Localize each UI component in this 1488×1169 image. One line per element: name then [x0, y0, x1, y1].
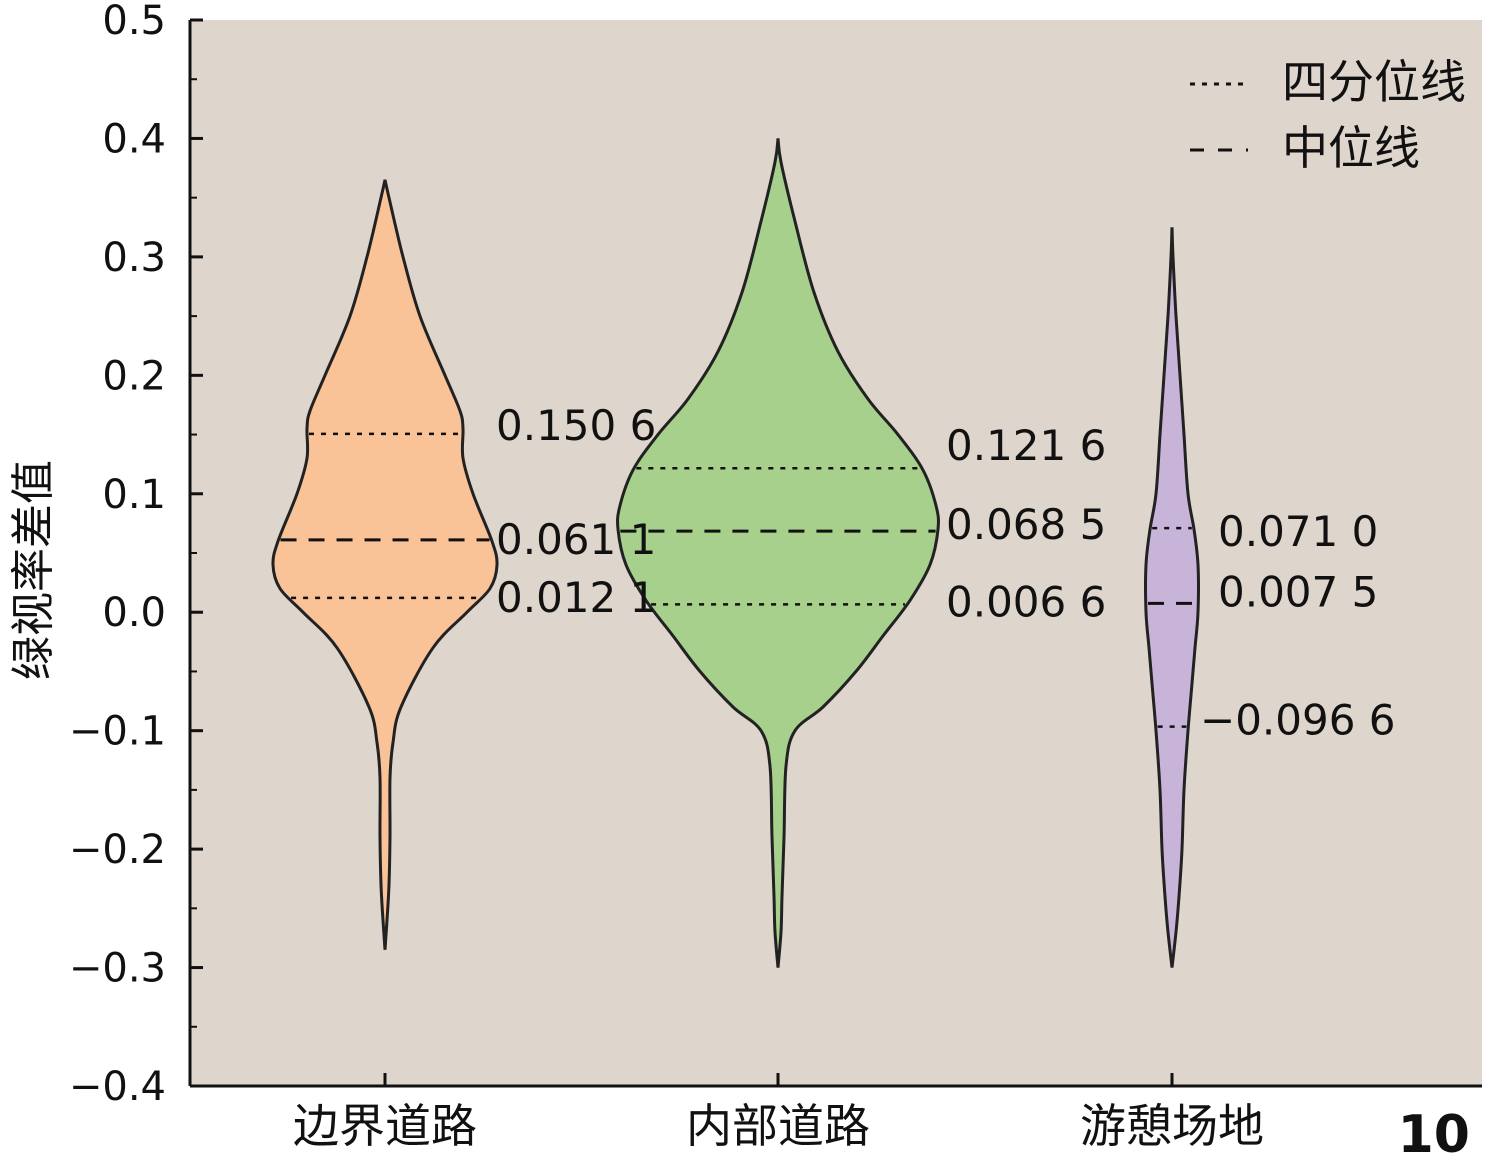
- annotation-q1: 0.006 6: [946, 577, 1106, 626]
- figure-number: 10: [1398, 1105, 1470, 1165]
- legend-quartile-label: 四分位线: [1282, 55, 1466, 109]
- annotation-q1: −0.096 6: [1200, 696, 1396, 745]
- violin-body: [1144, 227, 1200, 968]
- axes: 0.5 0.4 0.3 0.2 0.1 0.0 −0.1 −0.2 −0.3 −0.4 边界道路 内部…: [69, 0, 1482, 1153]
- violin-body: [271, 179, 499, 950]
- y-axis-label: 绿视率差值: [8, 460, 59, 680]
- annotation-median: 0.007 5: [1218, 567, 1378, 616]
- violins: [271, 138, 1200, 968]
- x-tick-label: 游憩场地: [1080, 1099, 1264, 1153]
- violin-body: [616, 138, 940, 968]
- annotation-q3: 0.121 6: [946, 421, 1106, 470]
- annotation-q3: 0.150 6: [496, 401, 656, 450]
- x-tick-label: 内部道路: [686, 1099, 870, 1153]
- annotation-q3: 0.071 0: [1218, 507, 1378, 556]
- annotation-median: 0.061 1: [496, 515, 656, 564]
- y-tick-label: 0.5: [102, 0, 166, 44]
- x-tick-label: 边界道路: [293, 1099, 477, 1153]
- legend-median-label: 中位线: [1282, 121, 1420, 175]
- y-tick-label: −0.2: [69, 827, 166, 873]
- y-tick-label: 0.0: [102, 590, 166, 636]
- y-tick-label: −0.1: [69, 709, 166, 755]
- annotations: 0.150 6 0.061 1 0.012 1 0.121 6 0.068 5 0.006…: [496, 401, 1396, 745]
- y-tick-label: 0.3: [102, 235, 166, 281]
- y-tick-label: 0.2: [102, 353, 166, 399]
- y-tick-label: −0.3: [69, 946, 166, 992]
- y-tick-label: 0.4: [102, 116, 166, 162]
- y-tick-label: 0.1: [102, 472, 166, 518]
- annotation-median: 0.068 5: [946, 500, 1106, 549]
- legend: 四分位线 中位线: [1190, 55, 1466, 175]
- annotation-q1: 0.012 1: [496, 573, 656, 622]
- y-tick-label: −0.4: [69, 1064, 166, 1110]
